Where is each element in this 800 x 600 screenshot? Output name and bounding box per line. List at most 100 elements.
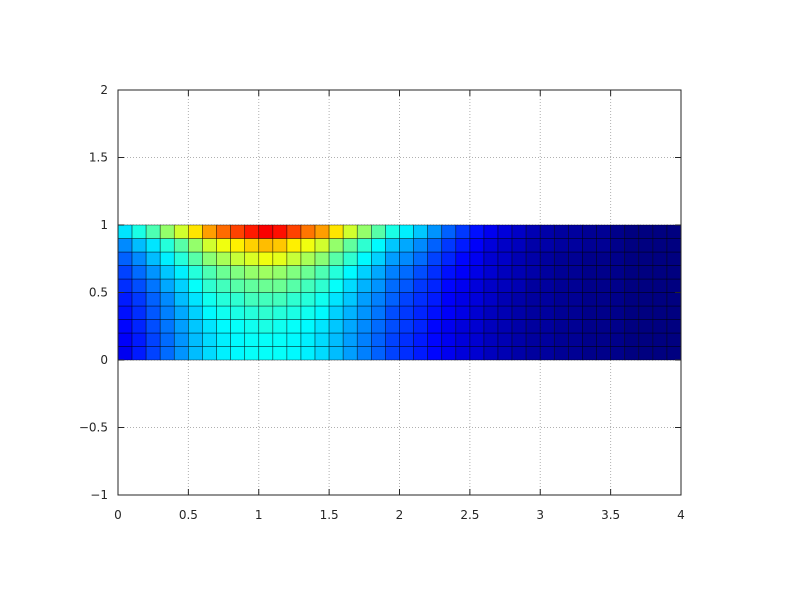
x-tick-label: 1.5 xyxy=(320,508,339,522)
heatmap-cell xyxy=(385,278,400,293)
heatmap-cell xyxy=(117,224,133,239)
heatmap-cell xyxy=(638,332,654,347)
heatmap-cell xyxy=(553,292,569,307)
heatmap-cell xyxy=(539,292,555,307)
heatmap-cell xyxy=(469,278,485,293)
heatmap-cell xyxy=(159,305,175,320)
heatmap-cell xyxy=(356,332,372,347)
heatmap-cell xyxy=(441,319,457,334)
heatmap-cell xyxy=(469,251,485,266)
heatmap-cell xyxy=(244,238,260,253)
heatmap-cell xyxy=(173,224,189,239)
heatmap-cell xyxy=(427,332,443,347)
heatmap-cell xyxy=(511,332,527,347)
heatmap-cell xyxy=(188,265,203,280)
heatmap-cell xyxy=(371,265,386,280)
heatmap-cell xyxy=(624,251,640,266)
heatmap-cell xyxy=(497,224,513,239)
heatmap-cell xyxy=(539,265,555,280)
heatmap-cell xyxy=(385,251,400,266)
heatmap-cell xyxy=(145,265,161,280)
heatmap-cell xyxy=(216,305,231,320)
heatmap-cell xyxy=(638,238,654,253)
heatmap-cell xyxy=(666,305,682,320)
heatmap-cell xyxy=(117,346,133,361)
heatmap-cell xyxy=(455,265,471,280)
heatmap-cell xyxy=(666,346,682,361)
heatmap-cell xyxy=(356,305,372,320)
heatmap-cell xyxy=(413,224,429,239)
heatmap-cells xyxy=(117,224,682,361)
heatmap-cell xyxy=(272,265,288,280)
heatmap-cell xyxy=(173,319,189,334)
heatmap-cell xyxy=(399,305,414,320)
heatmap-cell xyxy=(666,224,682,239)
heatmap-cell xyxy=(624,305,640,320)
heatmap-cell xyxy=(624,265,640,280)
heatmap-cell xyxy=(286,238,302,253)
heatmap-cell xyxy=(230,251,246,266)
heatmap-cell xyxy=(173,332,189,347)
heatmap-cell xyxy=(568,251,583,266)
heatmap-cell xyxy=(666,292,682,307)
heatmap-cell xyxy=(314,224,330,239)
heatmap-cell xyxy=(244,305,260,320)
heatmap-cell xyxy=(117,265,133,280)
heatmap-cell xyxy=(553,305,569,320)
heatmap-cell xyxy=(511,224,527,239)
heatmap-cell xyxy=(230,305,246,320)
y-tick-label: 2 xyxy=(100,83,108,97)
heatmap-cell xyxy=(159,238,175,253)
heatmap-cell xyxy=(427,346,443,361)
heatmap-cell xyxy=(173,292,189,307)
heatmap-cell xyxy=(342,319,358,334)
heatmap-cell xyxy=(455,346,471,361)
heatmap-cell xyxy=(300,238,316,253)
heatmap-cell xyxy=(159,265,175,280)
heatmap-cell xyxy=(539,238,555,253)
heatmap-cell xyxy=(117,319,133,334)
heatmap-cell xyxy=(399,319,414,334)
heatmap-cell xyxy=(666,238,682,253)
heatmap-cell xyxy=(483,224,499,239)
heatmap-cell xyxy=(441,292,457,307)
heatmap-cell xyxy=(497,251,513,266)
heatmap-cell xyxy=(596,319,611,334)
heatmap-cell xyxy=(145,292,161,307)
heatmap-cell xyxy=(230,292,246,307)
heatmap-cell xyxy=(272,278,288,293)
heatmap-cell xyxy=(328,292,344,307)
heatmap-cell xyxy=(553,224,569,239)
heatmap-cell xyxy=(610,319,626,334)
heatmap-cell xyxy=(145,332,161,347)
heatmap-cell xyxy=(328,319,344,334)
heatmap-cell xyxy=(202,224,217,239)
heatmap-cell xyxy=(202,251,217,266)
heatmap-cell xyxy=(652,238,668,253)
heatmap-cell xyxy=(582,332,597,347)
heatmap-cell xyxy=(300,292,316,307)
heatmap-cell xyxy=(624,319,640,334)
heatmap-cell xyxy=(216,346,231,361)
heatmap-cell xyxy=(483,265,499,280)
heatmap-cell xyxy=(244,265,260,280)
heatmap-cell xyxy=(624,292,640,307)
heatmap-cell xyxy=(328,278,344,293)
heatmap-cell xyxy=(286,224,302,239)
heatmap-cell xyxy=(568,278,583,293)
y-tick-label: −1 xyxy=(90,488,108,502)
heatmap-cell xyxy=(413,265,429,280)
heatmap-cell xyxy=(596,238,611,253)
heatmap-cell xyxy=(539,346,555,361)
heatmap-cell xyxy=(624,332,640,347)
heatmap-cell xyxy=(483,238,499,253)
heatmap-cell xyxy=(342,224,358,239)
heatmap-cell xyxy=(385,292,400,307)
heatmap-cell xyxy=(497,278,513,293)
heatmap-cell xyxy=(230,278,246,293)
heatmap-cell xyxy=(596,278,611,293)
heatmap-cell xyxy=(300,319,316,334)
heatmap-cell xyxy=(188,238,203,253)
heatmap-cell xyxy=(159,251,175,266)
heatmap-cell xyxy=(173,265,189,280)
